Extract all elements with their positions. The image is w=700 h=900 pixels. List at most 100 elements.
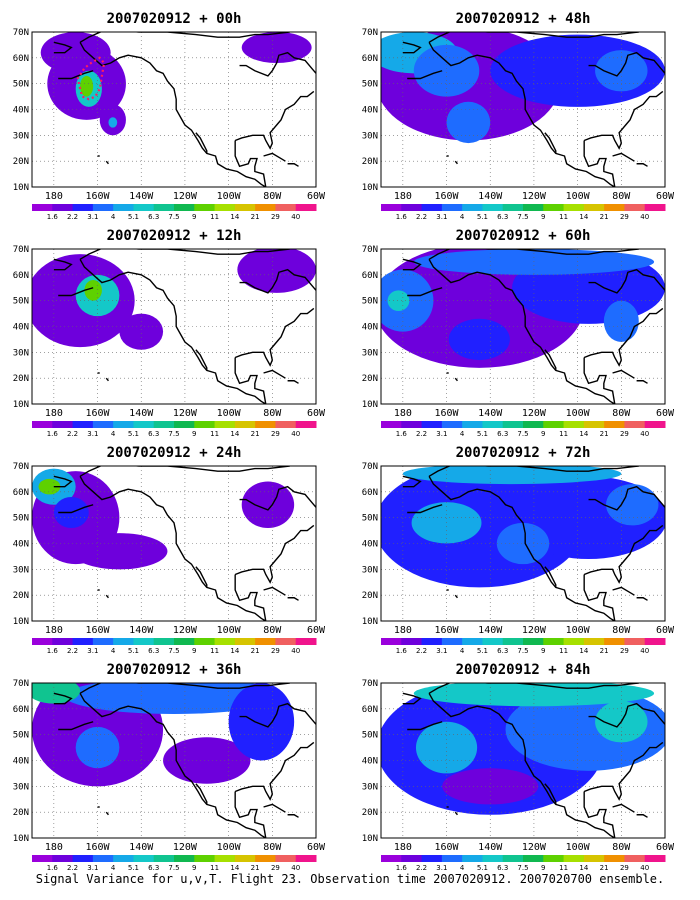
- colorbar-swatch: [604, 421, 625, 428]
- lon-tick-label: 160W: [85, 191, 110, 202]
- lon-tick-label: 180: [394, 625, 412, 636]
- colorbar-label: 4: [111, 647, 116, 655]
- lon-tick-label: 80W: [612, 625, 631, 636]
- colorbar-label: 40: [640, 647, 649, 655]
- variance-contour: [228, 683, 295, 761]
- coastline: [407, 504, 443, 514]
- coastline: [454, 160, 458, 165]
- coastline: [454, 377, 458, 382]
- map-panel-4: 2007020912 + 48h 70N 60N 50N 40N 30N 20N 10N 180…: [362, 11, 675, 221]
- lat-tick-label: 10N: [13, 617, 29, 627]
- lat-tick-label: 50N: [13, 297, 29, 307]
- colorbar-label: 9: [192, 864, 196, 872]
- colorbar-swatch: [462, 855, 483, 862]
- colorbar-swatch: [563, 421, 585, 428]
- lat-tick-label: 70N: [13, 679, 29, 689]
- coastline: [234, 90, 315, 150]
- lat-tick-label: 60N: [362, 705, 378, 715]
- colorbar-label: 40: [291, 647, 300, 655]
- map-panel-6: 2007020912 + 72h 70N 60N 50N 40N 30N 20N 10N 180…: [362, 445, 675, 655]
- coastline: [79, 249, 290, 260]
- colorbar-swatch: [234, 855, 256, 862]
- lat-tick-label: 20N: [13, 591, 29, 601]
- colorbar-label: 21: [600, 647, 609, 655]
- lon-tick-label: 80W: [612, 191, 631, 202]
- panel-title: 2007020912 + 12h: [107, 228, 242, 244]
- colorbar-swatch: [52, 421, 74, 428]
- coastline: [583, 307, 664, 367]
- lat-tick-label: 70N: [362, 679, 378, 689]
- colorbar-label: 3.1: [87, 647, 98, 655]
- coastline: [239, 268, 316, 294]
- colorbar-label: 5.1: [477, 864, 488, 872]
- coastline: [105, 594, 109, 599]
- colorbar-label: 4: [111, 213, 116, 221]
- coastline: [53, 41, 73, 54]
- coastline: [583, 140, 616, 187]
- variance-contour: [446, 101, 491, 144]
- lat-tick-label: 10N: [362, 400, 378, 410]
- lat-tick-label: 10N: [362, 834, 378, 844]
- lon-tick-label: 100W: [566, 842, 591, 853]
- coastline: [636, 380, 648, 384]
- map-area: [32, 466, 316, 621]
- lat-tick-label: 40N: [13, 106, 29, 116]
- colorbar-label: 29: [620, 864, 629, 872]
- colorbar-label: 9: [541, 430, 545, 438]
- coastline: [428, 32, 639, 43]
- colorbar-swatch: [133, 421, 155, 428]
- map-frame: [31, 465, 317, 622]
- colorbar-swatch: [174, 855, 195, 862]
- lat-tick-label: 40N: [362, 757, 378, 767]
- colorbar-label: 14: [579, 213, 588, 221]
- lon-tick-label: 120W: [173, 408, 198, 419]
- coastline: [544, 783, 557, 805]
- lat-tick-label: 70N: [13, 245, 29, 255]
- colorbar-swatch: [543, 638, 565, 645]
- variance-contour: [606, 484, 659, 526]
- colorbar-label: 21: [251, 647, 260, 655]
- colorbar-swatch: [92, 421, 114, 428]
- lat-tick-label: 50N: [362, 514, 378, 524]
- coastline: [454, 811, 458, 816]
- lon-tick-label: 100W: [566, 625, 591, 636]
- colorbar-label: 6.3: [497, 864, 508, 872]
- lat-tick-label: 30N: [362, 565, 378, 575]
- coastline: [79, 258, 267, 404]
- figure-caption: Signal Variance for u,v,T. Flight 23. Ob…: [35, 872, 665, 886]
- colorbar-label: 3.1: [87, 430, 98, 438]
- lat-tick-label: 10N: [13, 834, 29, 844]
- coastline: [583, 90, 664, 150]
- lon-tick-label: 160W: [85, 842, 110, 853]
- colorbar-label: 11: [210, 213, 219, 221]
- colorbar-label: 21: [251, 430, 260, 438]
- colorbar-swatch: [462, 204, 483, 211]
- flight-track: [76, 56, 106, 101]
- lon-tick-label: 100W: [217, 408, 242, 419]
- colorbar-swatch: [644, 855, 666, 862]
- colorbar-swatch: [583, 855, 605, 862]
- colorbar-label: 6.3: [148, 430, 159, 438]
- colorbar-label: 40: [291, 213, 300, 221]
- panel-title: 2007020912 + 84h: [456, 662, 591, 678]
- colorbar-label: 29: [271, 647, 280, 655]
- lon-tick-label: 180: [394, 408, 412, 419]
- map-area: [381, 249, 665, 404]
- lat-tick-label: 20N: [362, 157, 378, 167]
- colorbar-label: 14: [230, 647, 239, 655]
- colorbar-swatch: [214, 638, 236, 645]
- colorbar-label: 6.3: [497, 213, 508, 221]
- coastline: [428, 258, 616, 404]
- colorbar-label: 1.6: [47, 647, 59, 655]
- lon-tick-label: 180: [45, 408, 63, 419]
- map-panel-1: 2007020912 + 12h 70N 60N 50N 40N 30N 20N 10N 180…: [13, 228, 326, 438]
- colorbar-swatch: [421, 638, 443, 645]
- variance-contour: [413, 683, 655, 707]
- colorbar-swatch: [543, 204, 565, 211]
- coastline: [407, 70, 443, 80]
- variance-contour: [71, 533, 168, 570]
- colorbar-label: 29: [620, 213, 629, 221]
- coastline: [636, 814, 648, 818]
- colorbar-label: 9: [541, 647, 545, 655]
- lat-tick-label: 10N: [362, 617, 378, 627]
